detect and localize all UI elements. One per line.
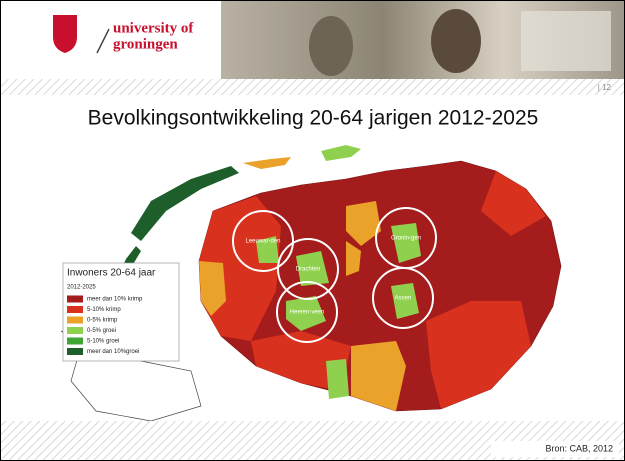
legend-title: Inwoners 20-64 jaar xyxy=(67,268,156,279)
logo-text: university of xyxy=(113,20,194,36)
legend-swatch xyxy=(67,348,83,355)
legend-swatch xyxy=(67,296,83,303)
legend-label: meer dan 10% krimp xyxy=(87,297,143,303)
hatch-band xyxy=(1,79,624,95)
legend-label: 0-5% krimp xyxy=(87,318,118,324)
legend-label: 0-5% groei xyxy=(87,328,116,334)
legend-subtitle: 2012-2025 xyxy=(67,285,96,291)
legend-swatch xyxy=(67,306,83,313)
logo-shield xyxy=(53,15,77,53)
city-label: Drachten xyxy=(296,267,320,273)
slide-canvas: university of groningen | 12 Bevolkingso… xyxy=(1,1,624,460)
map-island xyxy=(321,145,361,161)
legend-swatch xyxy=(67,317,83,324)
page-number: | 12 xyxy=(598,83,612,92)
map-island xyxy=(243,157,291,169)
legend-label: meer dan 10%groei xyxy=(87,349,139,355)
legend-label: 5-10% groei xyxy=(87,339,119,345)
city-label: Leeuwar-den xyxy=(245,239,280,245)
photo-figure xyxy=(431,9,481,73)
map-region xyxy=(326,359,349,399)
slide: university of groningen | 12 Bevolkingso… xyxy=(0,0,625,461)
legend-label: 5-10% krimp xyxy=(87,307,121,313)
city-label: Gronin-gen xyxy=(391,236,421,242)
city-label: Assen xyxy=(395,296,412,302)
legend-swatch xyxy=(67,338,83,345)
city-label: Heeren-veen xyxy=(290,310,325,316)
source: Bron: CAB, 2012 xyxy=(545,443,613,453)
photo-building xyxy=(521,11,611,71)
map-region xyxy=(351,341,406,411)
logo-text: groningen xyxy=(113,36,178,52)
slide-title: Bevolkingsontwikkeling 20-64 jarigen 201… xyxy=(88,107,539,130)
legend: Inwoners 20-64 jaar 2012-2025 meer dan 1… xyxy=(63,263,179,361)
photo-figure xyxy=(309,16,353,76)
legend-swatch xyxy=(67,327,83,334)
map-region xyxy=(426,301,531,409)
